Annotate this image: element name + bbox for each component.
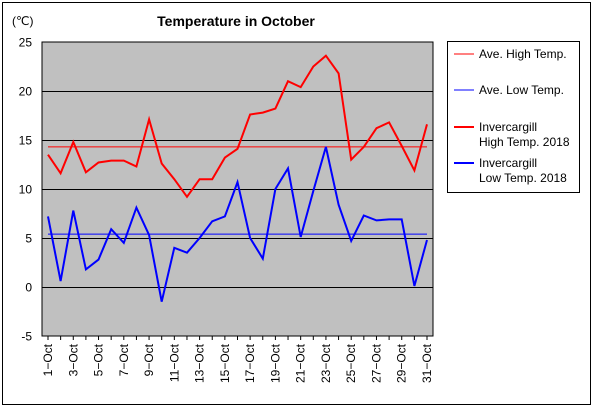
x-tick-label: 1−Oct (41, 343, 55, 376)
legend-label-1: Ave. High Temp. (479, 47, 567, 61)
x-tick-label: 11−Oct (167, 343, 181, 382)
y-tick-label: 0 (25, 281, 32, 295)
chart-title: Temperature in October (157, 13, 315, 29)
y-tick-label: 15 (19, 134, 33, 148)
x-tick-label: 29−Oct (395, 343, 409, 383)
legend-label-4-line-1: Invercargill (479, 156, 537, 170)
x-tick-label: 15−Oct (218, 343, 232, 383)
y-tick-label: 25 (19, 36, 33, 50)
x-tick-label: 5−Oct (92, 343, 106, 376)
legend-label-3-line-2: High Temp. 2018 (479, 135, 570, 149)
legend-box (447, 41, 580, 193)
legend: Ave. High Temp. Ave. Low Temp. Invercargil… (454, 47, 570, 185)
x-tick-label: 21−Oct (294, 343, 308, 383)
y-unit-label: (℃) (12, 14, 33, 28)
x-tick-label: 31−Oct (420, 343, 434, 383)
series-line-3 (47, 54, 428, 199)
x-tick-label: 23−Oct (319, 343, 333, 383)
y-tick-label: 20 (19, 85, 33, 99)
x-tick-label: 13−Oct (193, 343, 207, 383)
x-tick-label: 25−Oct (344, 343, 358, 383)
series-lines (47, 54, 428, 302)
y-tick-label: -5 (21, 330, 32, 344)
legend-label-4-line-2: Low Temp. 2018 (479, 171, 567, 185)
x-tick-label: 7−Oct (117, 343, 131, 376)
legend-label-3-line-1: Invercargill (479, 120, 537, 134)
y-axis-ticks: -5 0 5 10 15 20 25 (19, 36, 33, 344)
series-line-4 (47, 146, 428, 302)
x-axis-ticks: 1−Oct 3−Oct 5−Oct 7−Oct 9−Oct 11−Oct 13−Oct 15−… (41, 336, 434, 383)
y-tick-label: 10 (19, 183, 33, 197)
x-tick-label: 9−Oct (142, 343, 156, 376)
x-tick-label: 19−Oct (268, 343, 282, 383)
x-tick-label: 3−Oct (66, 343, 80, 376)
legend-label-2: Ave. Low Temp. (479, 83, 564, 97)
x-tick-label: 27−Oct (369, 343, 383, 383)
x-tick-label: 17−Oct (243, 343, 257, 383)
y-tick-label: 5 (25, 232, 32, 246)
